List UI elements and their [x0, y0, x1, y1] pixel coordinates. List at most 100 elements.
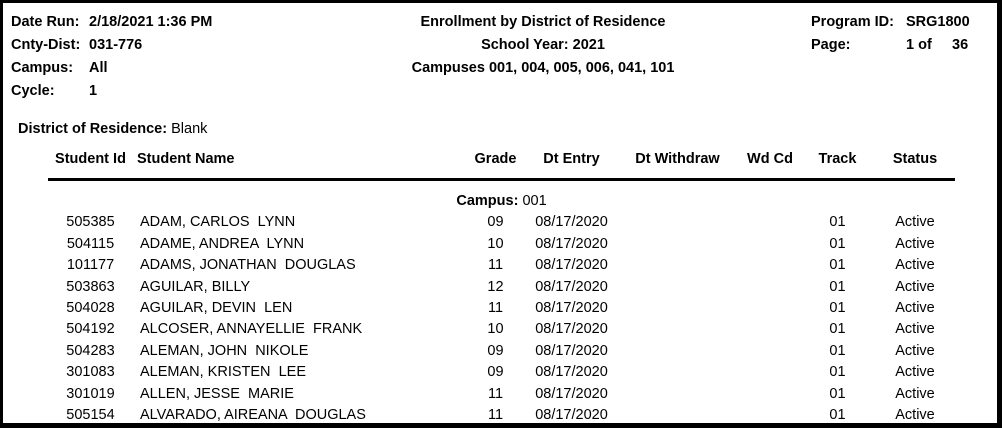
cell-grade: 10	[487, 235, 504, 252]
column-header-student-id: Student Id	[55, 151, 126, 167]
campuses-list: Campuses 001, 004, 005, 006, 041, 101	[411, 60, 675, 76]
cell-wd-cd	[740, 362, 800, 383]
cycle-label: Cycle:	[11, 83, 55, 99]
table-row: 504028 AGUILAR, DEVIN LEN 11 08/17/2020 …	[48, 297, 955, 318]
cell-student-name: AGUILAR, BILLY	[140, 278, 251, 295]
cycle-value: 1	[89, 83, 98, 99]
report-title-block: Enrollment by District of Residence Scho…	[323, 11, 763, 103]
page-label: Page:	[811, 37, 851, 53]
district-of-residence-label: District of Residence:	[18, 121, 168, 137]
cell-grade: 10	[487, 321, 504, 338]
cell-track: 01	[829, 235, 846, 252]
campus-group-value: 001	[522, 193, 547, 210]
table-row: 503863 AGUILAR, BILLY 12 08/17/2020 01 A…	[48, 276, 955, 297]
cell-wd-cd	[740, 383, 800, 404]
cell-dt-withdraw	[615, 233, 740, 254]
cell-wd-cd	[740, 255, 800, 276]
cell-status: Active	[895, 364, 935, 381]
table-row: 505154 ALVARADO, AIREANA DOUGLAS 11 08/1…	[48, 404, 955, 423]
cell-dt-entry: 08/17/2020	[535, 300, 608, 317]
cell-student-id: 504283	[66, 342, 115, 359]
cell-dt-withdraw	[615, 276, 740, 297]
cell-student-id: 301083	[66, 364, 115, 381]
cell-wd-cd	[740, 212, 800, 233]
cell-dt-entry: 08/17/2020	[535, 385, 608, 402]
cell-status: Active	[895, 214, 935, 231]
cell-track: 01	[829, 214, 846, 231]
district-of-residence-line: District of Residence: Blank	[18, 121, 997, 137]
cell-track: 01	[829, 385, 846, 402]
cell-track: 01	[829, 257, 846, 274]
cell-student-name: ALEMAN, JOHN NIKOLE	[140, 342, 309, 359]
cell-student-id: 301019	[66, 385, 115, 402]
cnty-dist-value: 031-776	[89, 37, 143, 53]
campus-label: Campus:	[11, 60, 74, 76]
column-header-dt-withdraw: Dt Withdraw	[635, 151, 720, 167]
cell-grade: 11	[487, 406, 504, 423]
cell-dt-withdraw	[615, 404, 740, 423]
program-id-value: SRG1800	[906, 14, 970, 30]
cell-student-id: 505385	[66, 214, 115, 231]
campus-group-row: Campus: 001	[48, 190, 955, 211]
report-meta-right: Program ID: SRG1800 Page: 1 of 36	[811, 11, 989, 103]
report-title: Enrollment by District of Residence	[420, 14, 666, 30]
cell-wd-cd	[740, 297, 800, 318]
student-table-header: Student Id Student Name Grade Dt Entry D…	[48, 146, 955, 190]
cell-wd-cd	[740, 319, 800, 340]
column-header-track: Track	[818, 151, 857, 167]
cell-status: Active	[895, 321, 935, 338]
table-row: 505385 ADAM, CARLOS LYNN 09 08/17/2020 0…	[48, 212, 955, 233]
table-row: 101177 ADAMS, JONATHAN DOUGLAS 11 08/17/…	[48, 255, 955, 276]
program-id-row: Program ID: SRG1800	[811, 11, 989, 34]
cell-status: Active	[895, 257, 935, 274]
report-meta-left: Date Run: 2/18/2021 1:36 PM Cnty-Dist: 0…	[11, 11, 323, 103]
column-header-wd-cd: Wd Cd	[747, 151, 793, 167]
cell-student-name: ADAME, ANDREA LYNN	[140, 235, 305, 252]
student-table-body: Campus: 001 505385 ADAM, CARLOS LYNN 09 …	[48, 190, 955, 423]
cnty-dist-row: Cnty-Dist: 031-776	[11, 34, 323, 57]
cell-status: Active	[895, 406, 935, 423]
cell-dt-entry: 08/17/2020	[535, 235, 608, 252]
cell-grade: 11	[487, 300, 504, 317]
table-row: 301019 ALLEN, JESSE MARIE 11 08/17/2020 …	[48, 383, 955, 404]
cell-track: 01	[829, 406, 846, 423]
column-header-grade: Grade	[474, 151, 517, 167]
student-table: Student Id Student Name Grade Dt Entry D…	[48, 146, 955, 423]
cell-status: Active	[895, 235, 935, 252]
district-of-residence-value: Blank	[171, 121, 208, 137]
cnty-dist-label: Cnty-Dist:	[11, 37, 81, 53]
cell-student-name: ALEMAN, KRISTEN LEE	[140, 364, 306, 381]
program-id-label: Program ID:	[811, 14, 894, 30]
cell-dt-entry: 08/17/2020	[535, 364, 608, 381]
cell-grade: 09	[487, 342, 504, 359]
cell-dt-withdraw	[615, 383, 740, 404]
cell-dt-entry: 08/17/2020	[535, 406, 608, 423]
cell-wd-cd	[740, 233, 800, 254]
date-run-row: Date Run: 2/18/2021 1:36 PM	[11, 11, 323, 34]
page-number-row: Page: 1 of 36	[811, 34, 989, 57]
report-header: Date Run: 2/18/2021 1:36 PM Cnty-Dist: 0…	[3, 3, 997, 103]
cell-student-id: 101177	[66, 257, 115, 274]
table-row: 504283 ALEMAN, JOHN NIKOLE 09 08/17/2020…	[48, 340, 955, 361]
cell-grade: 09	[487, 364, 504, 381]
cell-dt-entry: 08/17/2020	[535, 257, 608, 274]
cell-status: Active	[895, 385, 935, 402]
cell-student-id: 505154	[66, 406, 115, 423]
cell-grade: 09	[487, 214, 504, 231]
column-header-student-name: Student Name	[137, 151, 235, 167]
cell-grade: 12	[487, 278, 504, 295]
cell-dt-entry: 08/17/2020	[535, 342, 608, 359]
cell-student-id: 503863	[66, 278, 115, 295]
table-row: 504192 ALCOSER, ANNAYELLIE FRANK 10 08/1…	[48, 319, 955, 340]
school-year: School Year: 2021	[481, 37, 605, 53]
cell-track: 01	[829, 321, 846, 338]
cell-status: Active	[895, 342, 935, 359]
cell-grade: 11	[487, 385, 504, 402]
cell-track: 01	[829, 300, 846, 317]
header-row: Student Id Student Name Grade Dt Entry D…	[48, 146, 955, 169]
cell-student-id: 504192	[66, 321, 115, 338]
column-header-dt-entry: Dt Entry	[543, 151, 600, 167]
cell-dt-withdraw	[615, 212, 740, 233]
campus-row: Campus: All	[11, 57, 323, 80]
